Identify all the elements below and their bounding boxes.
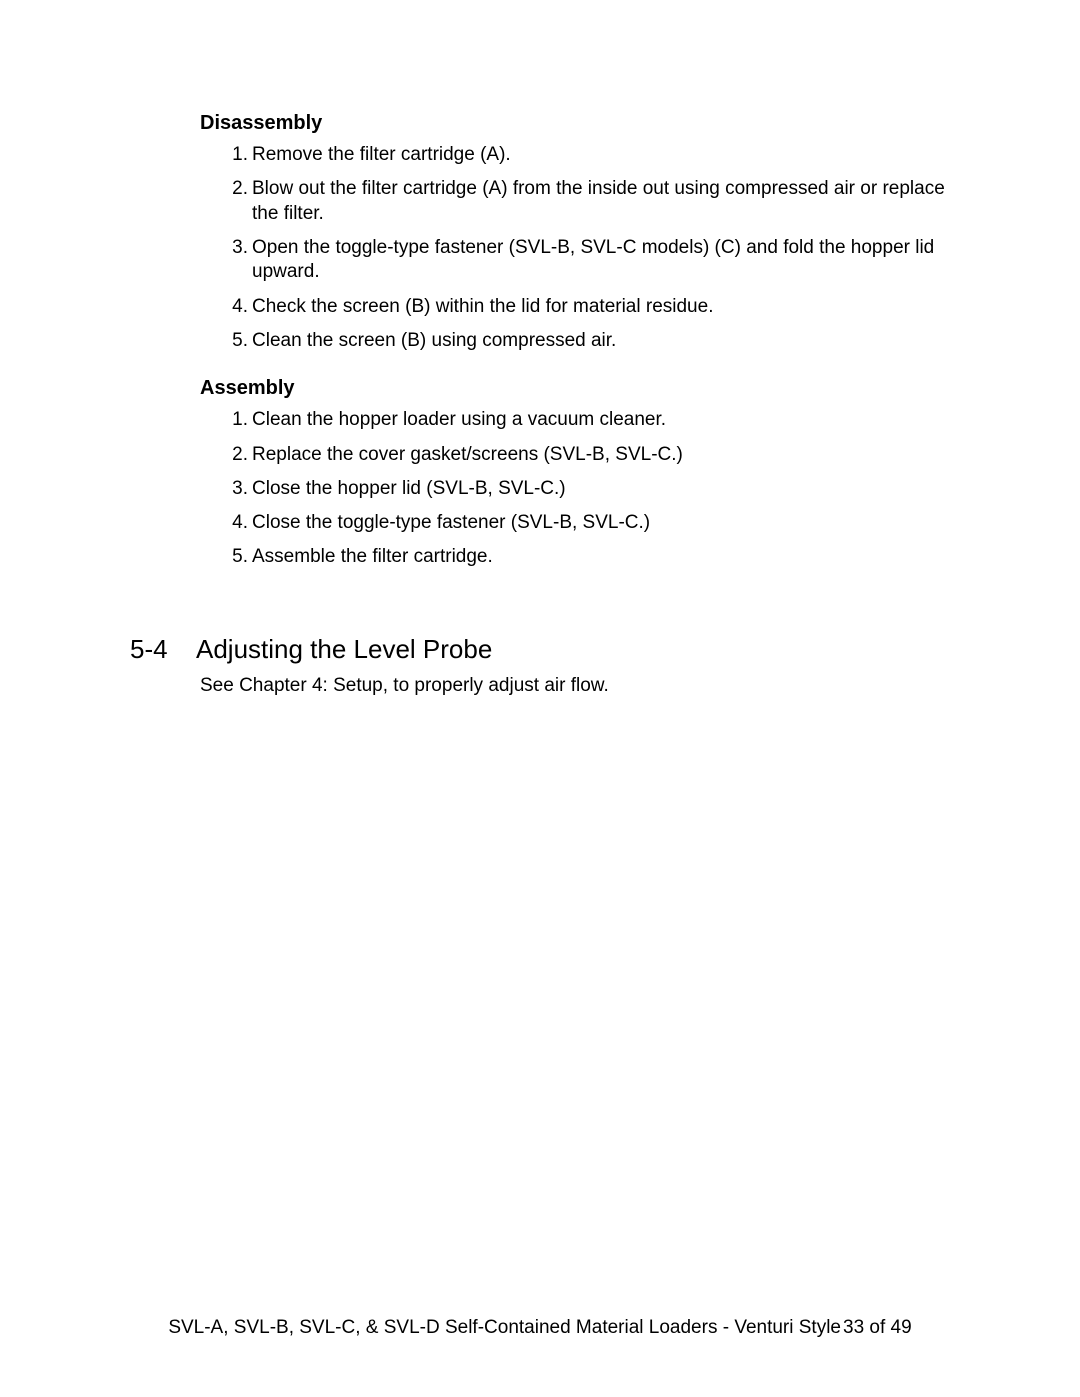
step-number: 1. [222,408,248,432]
step-number: 4. [222,511,248,535]
step-number: 3. [222,477,248,501]
section-body: See Chapter 4: Setup, to properly adjust… [200,675,950,697]
list-item: 5.Clean the screen (B) using compressed … [252,329,950,353]
step-number: 2. [222,443,248,467]
step-text: Replace the cover gasket/screens (SVL-B,… [252,444,683,465]
step-text: Blow out the filter cartridge (A) from t… [252,178,945,223]
step-number: 2. [222,177,248,201]
step-number: 1. [222,143,248,167]
assembly-heading: Assembly [200,377,950,400]
disassembly-steps: 1.Remove the filter cartridge (A). 2.Blo… [200,143,950,353]
section-heading: 5-4Adjusting the Level Probe [130,634,950,665]
list-item: 1.Clean the hopper loader using a vacuum… [252,408,950,432]
step-number: 3. [222,236,248,260]
step-text: Assemble the filter cartridge. [252,546,493,567]
disassembly-heading: Disassembly [200,112,950,135]
step-number: 4. [222,295,248,319]
list-item: 2.Blow out the filter cartridge (A) from… [252,177,950,226]
step-number: 5. [222,545,248,569]
list-item: 5.Assemble the filter cartridge. [252,545,950,569]
document-page: Disassembly 1.Remove the filter cartridg… [0,0,1080,1397]
list-item: 3.Open the toggle-type fastener (SVL-B, … [252,236,950,285]
step-text: Clean the hopper loader using a vacuum c… [252,409,666,430]
list-item: 4.Close the toggle-type fastener (SVL-B,… [252,511,950,535]
step-number: 5. [222,329,248,353]
step-text: Open the toggle-type fastener (SVL-B, SV… [252,237,934,282]
footer-doc-title: SVL-A, SVL-B, SVL-C, & SVL-D Self-Contai… [168,1317,841,1338]
footer-page-number: 33 of 49 [843,1317,912,1338]
list-item: 4.Check the screen (B) within the lid fo… [252,295,950,319]
step-text: Check the screen (B) within the lid for … [252,296,713,317]
step-text: Clean the screen (B) using compressed ai… [252,330,616,351]
section-number: 5-4 [130,634,196,665]
list-item: 3.Close the hopper lid (SVL-B, SVL-C.) [252,477,950,501]
assembly-steps: 1.Clean the hopper loader using a vacuum… [200,408,950,570]
step-text: Close the hopper lid (SVL-B, SVL-C.) [252,478,566,499]
section-title: Adjusting the Level Probe [196,634,492,664]
list-item: 1.Remove the filter cartridge (A). [252,143,950,167]
list-item: 2.Replace the cover gasket/screens (SVL-… [252,443,950,467]
page-footer: SVL-A, SVL-B, SVL-C, & SVL-D Self-Contai… [0,1317,1080,1339]
step-text: Remove the filter cartridge (A). [252,144,511,165]
step-text: Close the toggle-type fastener (SVL-B, S… [252,512,650,533]
